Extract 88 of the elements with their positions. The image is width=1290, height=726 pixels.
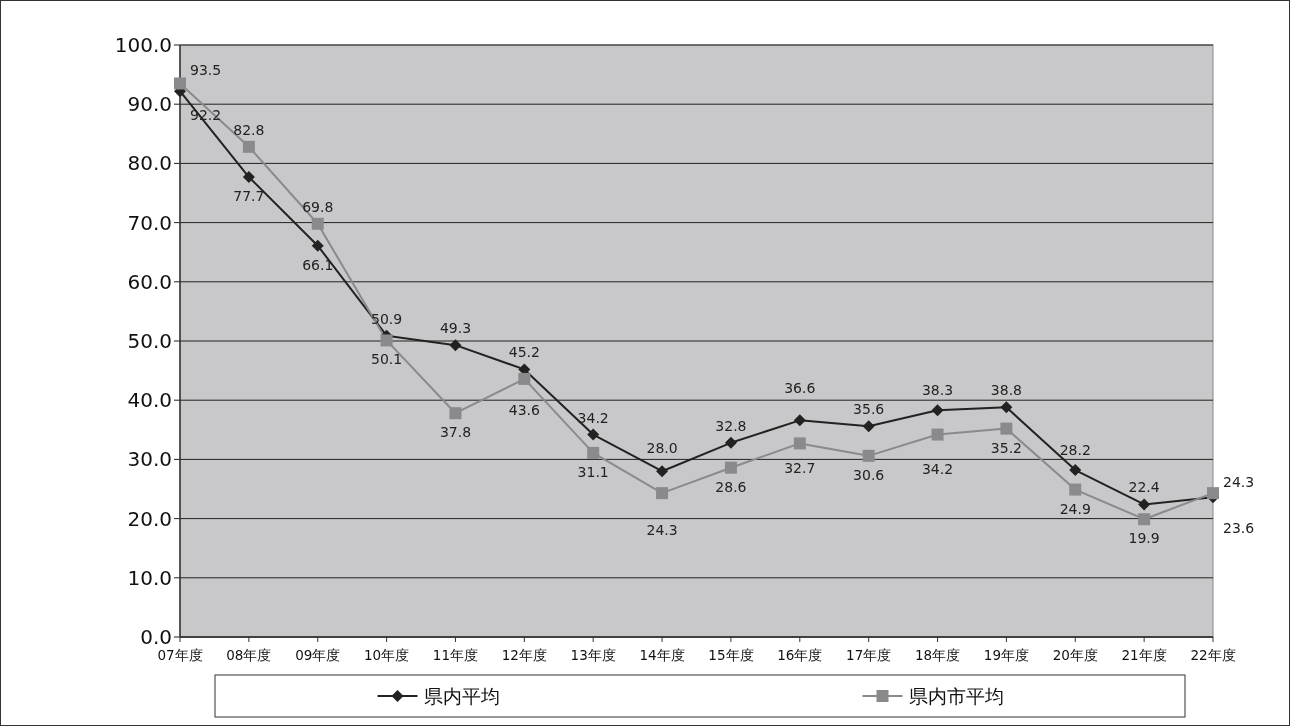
x-tick-label: 14年度 <box>639 647 685 663</box>
x-tick-label: 13年度 <box>570 647 616 663</box>
point <box>311 217 324 230</box>
y-tick-label: 70.0 <box>127 210 172 235</box>
point <box>931 428 944 441</box>
data-label: 35.6 <box>853 401 885 418</box>
point <box>1000 422 1013 435</box>
data-label: 24.3 <box>1223 474 1255 491</box>
y-tick-label: 10.0 <box>127 565 172 590</box>
data-label: 50.1 <box>371 351 403 368</box>
x-tick-label: 10年度 <box>364 647 410 663</box>
point <box>380 334 393 347</box>
point <box>656 465 669 478</box>
point <box>793 414 806 427</box>
point <box>656 487 669 500</box>
data-label: 37.8 <box>439 424 472 441</box>
y-tick-label: 90.0 <box>127 92 172 117</box>
x-tick-label: 09年度 <box>295 647 341 663</box>
point <box>1138 513 1151 526</box>
point <box>587 446 600 459</box>
data-label: 49.3 <box>439 320 472 337</box>
x-tick-label: 20年度 <box>1052 647 1098 663</box>
x-tick-label: 15年度 <box>708 647 754 663</box>
data-label: 28.6 <box>715 478 747 495</box>
data-label: 32.7 <box>784 460 816 477</box>
x-tick-label: 22年度 <box>1190 647 1236 663</box>
data-label: 50.9 <box>371 310 403 327</box>
data-label: 28.0 <box>646 440 678 457</box>
data-label: 45.2 <box>508 344 540 361</box>
legend-label: 県内市平均 <box>908 685 1004 707</box>
data-label: 24.9 <box>1059 500 1091 517</box>
x-tick-label: 08年度 <box>226 647 272 663</box>
data-label: 77.7 <box>233 188 265 205</box>
point <box>587 428 600 441</box>
x-tick-label: 19年度 <box>983 647 1029 663</box>
point <box>174 77 186 90</box>
x-tick-label: 07年度 <box>157 647 203 663</box>
x-tick-label: 21年度 <box>1121 647 1167 663</box>
point <box>242 171 255 184</box>
x-tick-label: 12年度 <box>501 647 547 663</box>
y-tick-label: 0.0 <box>140 625 172 649</box>
point <box>931 404 944 417</box>
data-label: 43.6 <box>508 401 541 418</box>
data-label: 38.8 <box>990 382 1022 399</box>
data-label: 30.6 <box>853 466 885 483</box>
y-tick-label: 50.0 <box>127 329 172 353</box>
data-label: 28.2 <box>1059 442 1091 459</box>
data-label: 35.2 <box>990 439 1022 456</box>
legend-label: 県内平均 <box>423 685 500 707</box>
data-label: 34.2 <box>577 409 609 426</box>
point <box>793 437 806 450</box>
point <box>1069 464 1082 477</box>
data-label: 24.3 <box>646 522 678 539</box>
point <box>862 449 875 462</box>
data-label: 32.8 <box>715 417 747 434</box>
point <box>1138 498 1151 511</box>
data-label: 69.8 <box>302 198 334 215</box>
point <box>1000 401 1013 414</box>
point <box>724 461 737 474</box>
data-label: 82.8 <box>233 121 265 138</box>
y-tick-label: 80.0 <box>127 151 172 176</box>
point <box>449 339 462 352</box>
x-tick-label: 18年度 <box>914 647 961 663</box>
point <box>242 140 255 153</box>
point <box>449 407 462 420</box>
data-label: 66.1 <box>302 256 334 273</box>
point <box>724 436 737 449</box>
x-tick-label: 17年度 <box>846 647 892 663</box>
y-tick-label: 40.0 <box>127 388 172 413</box>
point <box>862 420 875 433</box>
point <box>518 372 531 385</box>
y-tick-label: 30.0 <box>127 447 172 472</box>
y-tick-label: 100.0 <box>114 33 172 57</box>
data-label: 22.4 <box>1128 479 1160 496</box>
x-tick-label: 11年度 <box>432 647 479 663</box>
data-label: 19.9 <box>1128 530 1160 547</box>
point <box>1207 487 1219 500</box>
data-label: 31.1 <box>577 463 609 480</box>
y-tick-label: 20.0 <box>127 506 172 531</box>
x-tick-label: 16年度 <box>777 647 823 663</box>
data-label: 34.2 <box>921 460 954 477</box>
data-label: 36.6 <box>784 380 816 397</box>
data-label: 23.6 <box>1223 520 1255 537</box>
data-label: 38.3 <box>921 382 954 399</box>
point <box>1069 483 1082 496</box>
data-label: 93.5 <box>190 62 222 79</box>
y-tick-label: 60.0 <box>127 269 172 294</box>
point <box>311 239 324 252</box>
